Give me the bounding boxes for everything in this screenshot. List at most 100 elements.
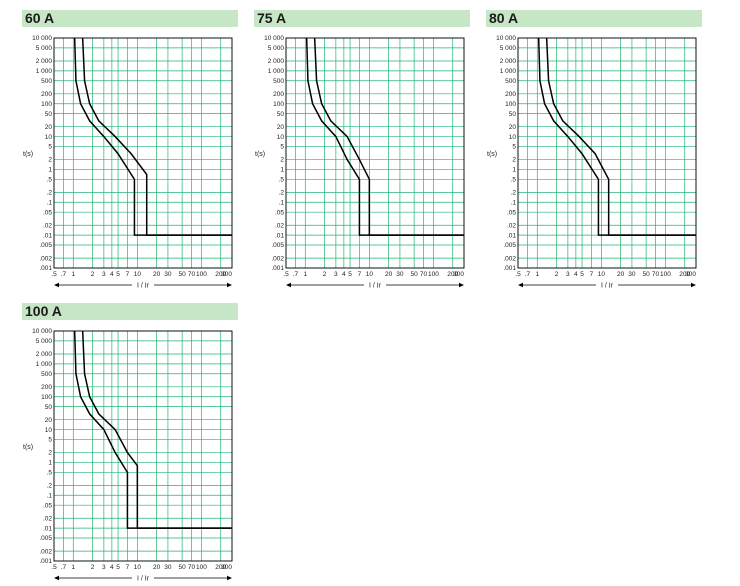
y-tick-label: 5	[48, 437, 52, 444]
panel-header: 75 A	[254, 10, 470, 27]
panel-header: 80 A	[486, 10, 702, 27]
x-tick-label: 5	[116, 271, 120, 278]
y-tick-label: .005	[271, 242, 284, 249]
y-tick-label: 1 000	[500, 68, 517, 75]
y-tick-label: 5	[280, 144, 284, 151]
x-tick-label: .7	[61, 564, 67, 571]
y-tick-label: 200	[41, 384, 52, 391]
y-tick-label: .5	[279, 177, 285, 184]
y-tick-label: 2	[512, 157, 516, 164]
x-tick-label: 50	[179, 271, 187, 278]
y-axis-label: t(s)	[255, 151, 265, 158]
y-tick-label: 2 000	[268, 58, 285, 65]
y-tick-label: .05	[507, 209, 516, 216]
x-tick-label: 2	[555, 271, 559, 278]
y-tick-label: 1 000	[268, 68, 285, 75]
y-tick-label: 200	[41, 91, 52, 98]
x-tick-label: 20	[617, 271, 625, 278]
x-axis-label: I / Ir	[369, 283, 382, 290]
y-tick-label: 100	[505, 101, 516, 108]
y-axis-label: t(s)	[487, 151, 497, 158]
panel-title: 75 A	[257, 10, 287, 26]
x-tick-label: 10	[134, 564, 142, 571]
y-tick-label: 100	[273, 101, 284, 108]
panel-header: 60 A	[22, 10, 238, 27]
x-axis-label-bg	[364, 281, 386, 289]
y-tick-label: 500	[41, 78, 52, 85]
y-tick-label: .02	[43, 515, 52, 522]
y-tick-label: .1	[511, 199, 517, 206]
x-tick-label: 3	[102, 564, 106, 571]
y-tick-label: .1	[279, 199, 285, 206]
y-tick-label: 1	[280, 167, 284, 174]
y-tick-label: 2	[48, 157, 52, 164]
y-tick-label: 50	[277, 111, 285, 118]
y-tick-label: .01	[275, 232, 284, 239]
x-tick-label: 200	[215, 271, 226, 278]
y-tick-label: .2	[279, 190, 285, 197]
x-tick-label: 5	[580, 271, 584, 278]
x-tick-label: 3	[102, 271, 106, 278]
x-tick-label: 2	[91, 271, 95, 278]
y-tick-label: .005	[503, 242, 516, 249]
y-tick-label: 5	[512, 144, 516, 151]
x-tick-label: 70	[652, 271, 660, 278]
y-tick-label: .002	[503, 255, 516, 262]
x-axis-arrowhead-left	[286, 282, 291, 288]
y-tick-label: 50	[45, 111, 53, 118]
trip-curve-max	[81, 330, 232, 529]
x-tick-label: 30	[164, 564, 172, 571]
y-tick-label: .02	[43, 222, 52, 229]
y-tick-label: .005	[39, 535, 52, 542]
y-tick-label: .05	[275, 209, 284, 216]
x-axis-label: I / Ir	[137, 576, 150, 583]
y-tick-label: .2	[47, 483, 53, 490]
y-tick-label: .02	[507, 222, 516, 229]
y-tick-label: 10 000	[496, 35, 516, 42]
y-axis-label: t(s)	[23, 151, 33, 158]
y-tick-label: .01	[43, 232, 52, 239]
x-tick-label: 1	[303, 271, 307, 278]
x-tick-label: 100	[196, 564, 207, 571]
x-axis-arrowhead-left	[54, 282, 59, 288]
y-axis-label: t(s)	[23, 444, 33, 451]
y-tick-label: .001	[39, 558, 52, 565]
trip-curve-max	[81, 37, 232, 236]
x-tick-label: 7	[590, 271, 594, 278]
y-tick-label: 10	[45, 134, 53, 141]
chart-panel-80a: 80 A 10 000 5 000 2 000 1 000 500 200 100 50 20 1…	[486, 10, 706, 290]
x-tick-label: 200	[447, 271, 458, 278]
trip-curve-min	[73, 37, 232, 236]
panel-title: 80 A	[489, 10, 519, 26]
y-tick-label: 20	[45, 417, 53, 424]
y-tick-label: .05	[43, 502, 52, 509]
x-tick-label: 7	[126, 564, 130, 571]
x-axis-label-bg	[132, 281, 154, 289]
y-tick-label: 10	[277, 134, 285, 141]
x-tick-label: 100	[660, 271, 671, 278]
y-tick-label: 2	[48, 450, 52, 457]
y-tick-label: 100	[41, 394, 52, 401]
trip-curve-min	[73, 330, 232, 529]
x-tick-label: .7	[61, 271, 67, 278]
panel-header: 100 A	[22, 303, 238, 320]
y-tick-label: .1	[47, 199, 53, 206]
x-tick-label: 30	[164, 271, 172, 278]
trip-curve-chart: 10 000 5 000 2 000 1 000 500 200 100 50 20 10 5 2 1.…	[23, 35, 233, 290]
y-tick-label: .1	[47, 492, 53, 499]
y-tick-label: 5 000	[36, 45, 53, 52]
panel-title: 100 A	[25, 303, 62, 319]
y-tick-label: .001	[271, 265, 284, 272]
y-tick-label: 200	[505, 91, 516, 98]
x-axis-arrowhead-right	[459, 282, 464, 288]
y-tick-label: 500	[273, 78, 284, 85]
y-tick-label: 1 000	[36, 68, 53, 75]
x-axis-arrowhead-left	[518, 282, 523, 288]
y-tick-label: 200	[273, 91, 284, 98]
y-tick-label: 1 000	[36, 361, 53, 368]
x-axis-label-bg	[132, 574, 154, 582]
y-tick-label: 5 000	[268, 45, 285, 52]
y-tick-label: .2	[511, 190, 517, 197]
x-tick-label: 70	[420, 271, 428, 278]
x-axis-arrowhead-right	[227, 575, 232, 581]
